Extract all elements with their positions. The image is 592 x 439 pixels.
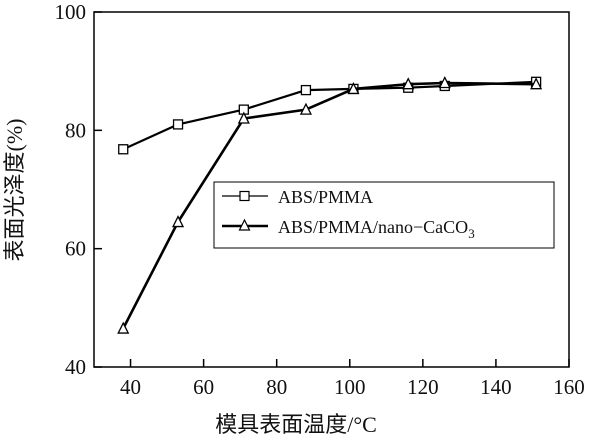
y-tick-label: 100: [55, 0, 87, 24]
data-point-triangle: [299, 102, 312, 115]
legend-box: [213, 181, 555, 249]
legend-marker-square: [239, 190, 250, 202]
x-tick-label: 120: [407, 375, 439, 399]
series-line-1: [122, 80, 537, 151]
x-tick-label: 100: [334, 375, 366, 399]
legend-label-abs-pmma-cac: ABS/PMMA/nano−CaCO3: [278, 217, 475, 241]
y-tick-label: 80: [65, 118, 86, 142]
legend-label-subscript: 3: [468, 226, 475, 241]
legend-label-abs-pmma: ABS/PMMA: [278, 187, 373, 207]
y-tick-label: 40: [65, 355, 86, 379]
legend-label-main: ABS/PMMA/nano−CaCO: [278, 217, 468, 237]
series-line-2: [122, 81, 537, 330]
data-point-triangle: [530, 77, 543, 90]
x-tick-label: 60: [193, 375, 214, 399]
plot-frame: [93, 11, 570, 368]
data-point-triangle: [237, 111, 250, 124]
data-point-triangle: [438, 76, 451, 89]
y-tick-label: 60: [65, 237, 86, 261]
data-point-square: [300, 84, 312, 96]
y-axis-title: 表面光泽度(%): [2, 119, 27, 262]
data-point-triangle: [347, 81, 360, 95]
x-tick-label: 140: [480, 375, 512, 399]
x-tick-label: 80: [266, 375, 287, 399]
data-point-triangle: [402, 77, 415, 90]
data-point-square: [172, 119, 184, 130]
data-point-triangle: [171, 215, 185, 228]
x-tick-label: 160: [553, 375, 585, 399]
legend: ABS/PMMA ABS/PMMA/nano−CaCO3: [213, 181, 555, 249]
data-point-triangle: [117, 321, 130, 334]
x-tick-label: 40: [120, 375, 141, 399]
x-axis-title: 模具表面温度/°C: [215, 412, 377, 437]
legend-marker-triangle: [238, 218, 251, 231]
series-layer: [117, 76, 543, 334]
tick-layer: 40 60 80 100 120 140 160 40 60 80 100: [55, 0, 585, 399]
data-point-square: [118, 144, 129, 155]
